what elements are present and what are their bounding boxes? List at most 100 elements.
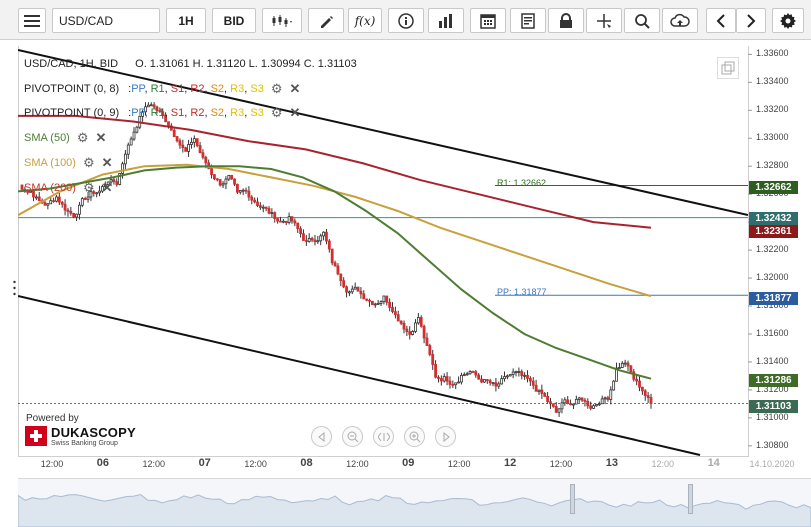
indicator-remove-close-icon[interactable]: ✕ bbox=[95, 130, 107, 145]
candle-body bbox=[287, 216, 291, 223]
scroll-left-button[interactable] bbox=[311, 426, 332, 447]
drawing-tools-button[interactable] bbox=[308, 8, 344, 33]
function-icon: f(x) bbox=[354, 13, 376, 28]
expand-icon bbox=[721, 61, 735, 75]
timeframe-selector[interactable]: 1H bbox=[166, 8, 206, 33]
crosshair-button[interactable] bbox=[586, 8, 622, 33]
candle-body bbox=[442, 376, 446, 382]
candle-body bbox=[425, 337, 429, 346]
candle-body bbox=[620, 362, 624, 368]
candle-body bbox=[227, 175, 231, 180]
candle-body bbox=[359, 290, 363, 295]
info-icon bbox=[398, 12, 414, 29]
candle-body bbox=[213, 174, 216, 180]
chart-title: USD/CAD, 1H, BID bbox=[24, 58, 119, 70]
price-chart[interactable] bbox=[0, 0, 811, 478]
chart-area[interactable] bbox=[18, 46, 748, 457]
indicator-name: PIVOTPOINT (0, 8) bbox=[24, 83, 120, 95]
navigator-right-handle[interactable] bbox=[688, 484, 693, 514]
candle-body bbox=[115, 181, 119, 185]
time-tick-label: 14 bbox=[707, 457, 720, 469]
candle-body bbox=[416, 317, 420, 324]
candle-body bbox=[135, 126, 139, 133]
scroll-back-button[interactable] bbox=[706, 8, 736, 33]
candle-body bbox=[414, 322, 417, 332]
info-button[interactable] bbox=[388, 8, 424, 33]
candle-body bbox=[462, 374, 466, 376]
price-tick-label: 1.31200 bbox=[756, 383, 789, 394]
candle-body bbox=[190, 141, 193, 145]
candle-body bbox=[468, 371, 472, 375]
indicator-settings-gear-icon[interactable]: ⚙ bbox=[76, 130, 89, 145]
candle-body bbox=[514, 371, 518, 374]
time-tick-label: 07 bbox=[198, 457, 211, 469]
candle-body bbox=[483, 379, 486, 383]
candle-body bbox=[557, 408, 561, 413]
candle-body bbox=[55, 196, 58, 202]
candle-body bbox=[146, 104, 150, 108]
pivot-level-label: S1 bbox=[170, 107, 185, 119]
candle-body bbox=[129, 138, 133, 146]
pivot-level-label: , bbox=[224, 107, 231, 119]
zoom-out-button[interactable] bbox=[342, 426, 363, 447]
price-side-selector[interactable]: BID bbox=[212, 8, 256, 33]
news-button[interactable] bbox=[510, 8, 546, 33]
panel-resize-handle[interactable] bbox=[13, 280, 16, 299]
volume-button[interactable] bbox=[428, 8, 464, 33]
zoom-in-button[interactable] bbox=[404, 426, 425, 447]
pivot-level-label: , bbox=[144, 107, 151, 119]
candle-body bbox=[152, 104, 156, 108]
candle-body bbox=[531, 380, 535, 386]
candle-body bbox=[348, 291, 351, 294]
settings-button[interactable] bbox=[772, 8, 804, 33]
calendar-button[interactable] bbox=[470, 8, 506, 33]
candle-body bbox=[20, 184, 24, 190]
pivot-level-label: PP bbox=[131, 83, 145, 95]
candle-body bbox=[356, 286, 360, 292]
candle-body bbox=[192, 138, 196, 143]
candle-body bbox=[422, 325, 426, 339]
indicators-button[interactable]: f(x) bbox=[348, 8, 382, 33]
candle-body bbox=[399, 320, 403, 324]
navigator-left-handle[interactable] bbox=[570, 484, 575, 514]
indicator-settings-gear-icon[interactable]: ⚙ bbox=[270, 81, 283, 96]
candle-body bbox=[236, 183, 239, 193]
candle-body bbox=[34, 196, 38, 199]
indicator-settings-gear-icon[interactable]: ⚙ bbox=[82, 155, 95, 170]
candle-body bbox=[296, 222, 300, 230]
price-tick-label: 1.31400 bbox=[756, 355, 789, 366]
indicator-name: PIVOTPOINT (0, 9) bbox=[24, 107, 120, 119]
candle-body bbox=[336, 265, 340, 275]
candle-body bbox=[175, 136, 179, 142]
candle-body bbox=[80, 198, 84, 206]
candle-body bbox=[569, 403, 572, 406]
indicator-settings-gear-icon[interactable]: ⚙ bbox=[270, 105, 283, 120]
indicator-legend-row: SMA (200) ⚙ ✕ bbox=[24, 180, 113, 196]
fit-button[interactable] bbox=[373, 426, 394, 447]
hamburger-menu-icon[interactable] bbox=[18, 8, 46, 33]
r1-level-label: R1: 1.32662 bbox=[497, 178, 547, 188]
zoom-button[interactable] bbox=[624, 8, 660, 33]
candle-body bbox=[284, 220, 288, 223]
time-tick-label: 12:00 bbox=[142, 459, 166, 469]
candle-body bbox=[454, 382, 458, 386]
indicator-remove-close-icon[interactable]: ✕ bbox=[101, 155, 113, 170]
indicator-remove-close-icon[interactable]: ✕ bbox=[289, 81, 301, 96]
expand-button[interactable] bbox=[717, 57, 739, 79]
chart-navigator[interactable] bbox=[18, 478, 811, 527]
indicator-settings-gear-icon[interactable]: ⚙ bbox=[82, 180, 95, 195]
scroll-right-button[interactable] bbox=[435, 426, 456, 447]
chart-type-button[interactable] bbox=[262, 8, 302, 33]
symbol-selector[interactable]: USD/CAD bbox=[52, 8, 160, 33]
indicator-remove-close-icon[interactable]: ✕ bbox=[289, 105, 301, 120]
candle-body bbox=[121, 163, 124, 174]
candle-body bbox=[350, 288, 354, 293]
candle-body bbox=[201, 152, 205, 158]
price-axis[interactable] bbox=[748, 46, 811, 457]
time-tick-label: 12:00 bbox=[40, 459, 64, 469]
scroll-forward-button[interactable] bbox=[736, 8, 766, 33]
indicator-remove-close-icon[interactable]: ✕ bbox=[101, 180, 113, 195]
share-button[interactable] bbox=[662, 8, 698, 33]
lock-button[interactable] bbox=[548, 8, 584, 33]
price-tick-label: 1.32000 bbox=[756, 272, 789, 283]
